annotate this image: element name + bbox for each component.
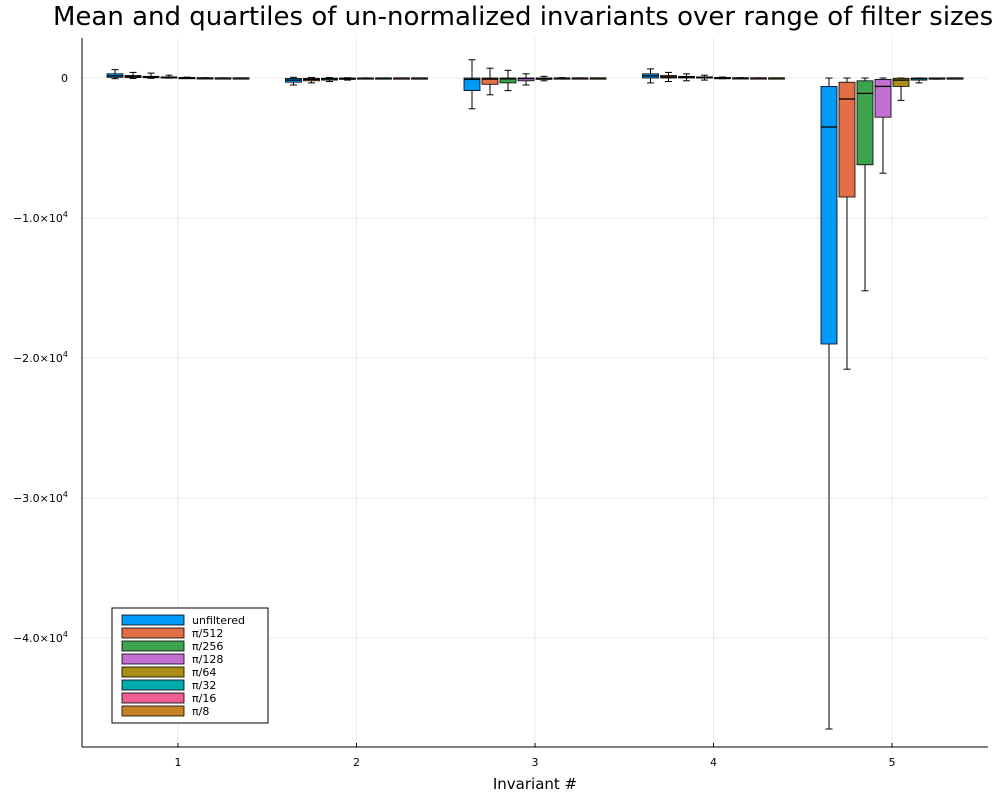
- box-plot: [732, 77, 749, 80]
- x-tick-label: 4: [710, 756, 717, 769]
- box: [838, 81, 856, 198]
- box-plot: [178, 76, 196, 80]
- y-tick-label-base: −1.0×10: [13, 212, 63, 225]
- y-tick-label: −1.0×104: [13, 210, 68, 225]
- box: [481, 77, 499, 85]
- box-plot: [142, 72, 160, 79]
- box: [499, 77, 517, 84]
- box-plot: [285, 76, 302, 86]
- legend-label: π/256: [192, 640, 223, 653]
- y-tick-label: −3.0×104: [13, 490, 68, 505]
- box-plot: [535, 75, 553, 82]
- y-tick-label-exponent: 4: [63, 350, 68, 359]
- legend-label: π/8: [192, 705, 209, 718]
- box-plot: [892, 77, 910, 101]
- legend-frame: [111, 607, 269, 724]
- legend-swatch: [121, 653, 185, 665]
- box-plot: [106, 69, 124, 80]
- x-tick-label: 2: [353, 756, 360, 769]
- box-plot: [696, 74, 713, 81]
- legend-label: π/32: [192, 679, 216, 692]
- box-plot: [303, 76, 320, 84]
- box-plot: [553, 77, 571, 80]
- box: [892, 77, 910, 87]
- box-plot: [214, 77, 232, 80]
- box: [463, 77, 481, 91]
- box: [856, 80, 874, 166]
- legend-label: unfiltered: [192, 614, 245, 627]
- box-plot: [820, 77, 838, 730]
- box-plot: [589, 77, 607, 80]
- box-plot: [910, 77, 928, 84]
- y-tick-labels: 0−1.0×104−2.0×104−3.0×104−4.0×104: [13, 72, 68, 645]
- y-tick-label-exponent: 4: [63, 210, 68, 219]
- box-plot: [339, 77, 356, 81]
- y-tick-label-base: −2.0×10: [13, 352, 63, 365]
- chart-title: Mean and quartiles of un-normalized inva…: [53, 2, 993, 32]
- y-tick-label-base: −4.0×10: [13, 632, 63, 645]
- box-plot: [321, 77, 338, 82]
- box-plot: [838, 77, 856, 370]
- box-plot: [874, 77, 892, 174]
- box-plot: [463, 59, 481, 110]
- y-tick-label: −4.0×104: [13, 630, 68, 645]
- box-plot: [768, 77, 785, 80]
- y-tick-label-exponent: 4: [63, 490, 68, 499]
- box-plot: [124, 71, 142, 79]
- box-plot: [750, 77, 767, 80]
- box-plot: [946, 77, 964, 80]
- box-plot: [517, 73, 535, 86]
- y-tick-label-base: −3.0×10: [13, 492, 63, 505]
- x-tick-label: 5: [889, 756, 896, 769]
- legend-label: π/64: [192, 666, 216, 679]
- x-tick-label: 3: [532, 756, 539, 769]
- y-tick-label: 0: [61, 72, 68, 85]
- x-tick-labels: 1 2 3 4 5: [175, 743, 896, 769]
- box-plot: [160, 74, 178, 79]
- box-plot: [393, 77, 410, 80]
- box-plot: [678, 73, 695, 82]
- box-plot: [481, 67, 499, 96]
- legend-swatch: [121, 666, 185, 678]
- box-plot: [714, 76, 731, 80]
- legend-swatch: [121, 679, 185, 691]
- box-plot: [928, 77, 946, 80]
- box-plot: [571, 77, 589, 80]
- legend-swatch: [121, 640, 185, 652]
- legend-swatch: [121, 614, 185, 626]
- y-tick-label: −2.0×104: [13, 350, 68, 365]
- legend-swatch: [121, 627, 185, 639]
- box-plot: [232, 77, 250, 80]
- box-plot: [357, 77, 374, 80]
- grid-lines: [82, 38, 988, 747]
- box-plot: [660, 71, 677, 82]
- x-axis-label: Invariant #: [493, 775, 577, 793]
- box-plot: [196, 77, 214, 80]
- y-tick-label-exponent: 4: [63, 630, 68, 639]
- box-plot: [642, 68, 659, 84]
- box-plot: [499, 69, 517, 92]
- box-plots: [106, 59, 964, 730]
- legend-label: π/128: [192, 653, 223, 666]
- box-plot: [375, 77, 392, 80]
- legend-label: π/512: [192, 627, 223, 640]
- legend-label: π/16: [192, 692, 216, 705]
- box-plot: [411, 77, 428, 80]
- legend-swatch: [121, 705, 185, 717]
- box: [874, 79, 892, 118]
- x-tick-label: 1: [175, 756, 182, 769]
- box-plot: [856, 77, 874, 292]
- box: [820, 86, 838, 345]
- legend-swatch: [121, 692, 185, 704]
